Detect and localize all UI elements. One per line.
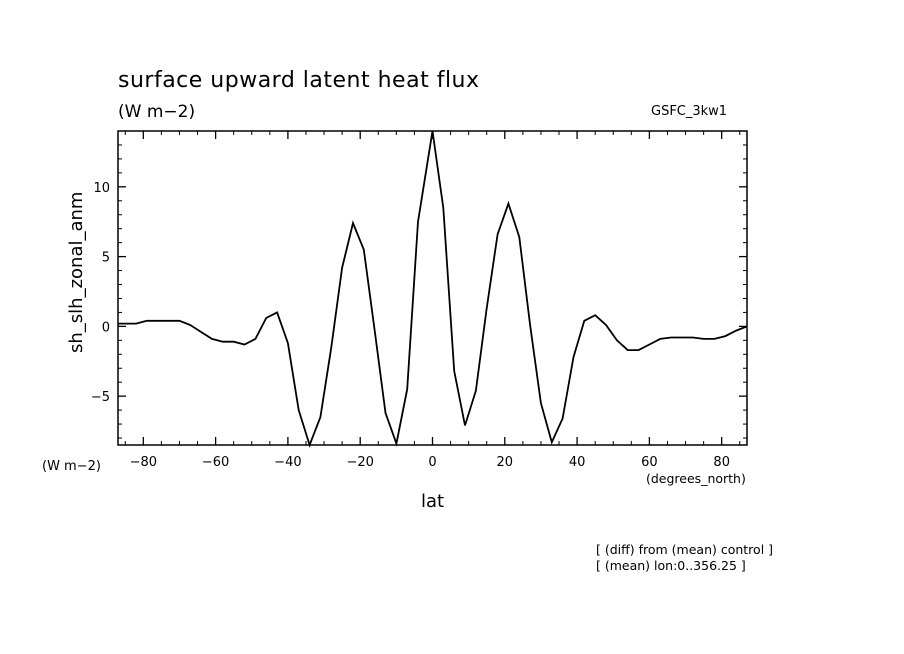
y-tick-label: −5 [91,390,110,405]
note-diff: [ (diff) from (mean) control ] [596,542,774,557]
x-tick-label: −40 [274,455,301,470]
x-tick-label: 0 [428,455,436,470]
chart-units: (W m−2) [118,102,196,122]
x-tick-label: −80 [130,455,157,470]
x-tick-label: −60 [202,455,229,470]
model-label: GSFC_3kw1 [651,104,728,119]
x-tick-label: 80 [713,455,730,470]
y-tick-label: 5 [102,251,110,266]
x-axis-units: (degrees_north) [646,471,746,486]
x-tick-label: −20 [346,455,373,470]
y-tick-label: 10 [93,181,110,196]
x-tick-label: 60 [641,455,658,470]
chart-title: surface upward latent heat flux [118,68,480,93]
x-axis-label: lat [421,491,445,512]
note-mean: [ (mean) lon:0..356.25 ] [596,558,746,573]
y-axis-units: (W m−2) [42,459,101,474]
plot-frame [117,130,748,446]
x-tick-label: 40 [569,455,586,470]
y-tick-label: 0 [102,320,110,335]
x-tick-label: 20 [497,455,514,470]
series-line [118,130,748,448]
